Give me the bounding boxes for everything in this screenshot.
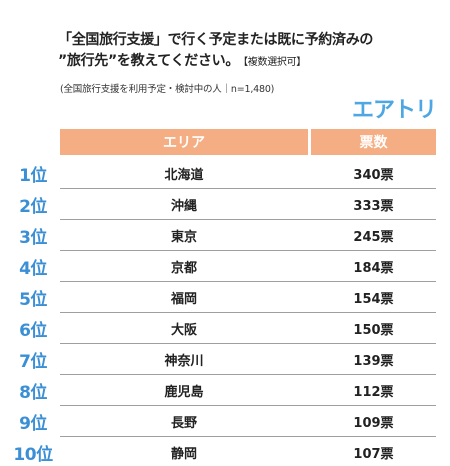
rank-label: 7位 (19, 352, 47, 372)
rank-label: 1位 (19, 166, 47, 186)
area-cell: 鹿児島 (164, 384, 204, 400)
votes-cell: 333票 (353, 198, 394, 214)
table-header: エリア 票数 (60, 129, 436, 155)
votes-cell: 184票 (353, 260, 394, 276)
table-row: 2位 沖縄 333票 (19, 189, 436, 220)
table-row: 6位 大阪 150票 (19, 313, 436, 344)
votes-cell: 150票 (353, 322, 394, 338)
table-row: 1位 北海道 340票 (19, 158, 436, 189)
title-line-1: 「全国旅行支援」で行く予定または既に予約済みの (58, 32, 374, 48)
votes-cell: 139票 (353, 353, 394, 369)
survey-subtitle: (全国旅行支援を利用予定・検討中の人｜n=1,480) (60, 84, 275, 95)
votes-cell: 112票 (353, 384, 394, 400)
rank-label: 8位 (19, 383, 47, 403)
votes-cell: 107票 (353, 446, 394, 462)
area-cell: 神奈川 (164, 353, 204, 369)
votes-cell: 154票 (353, 291, 394, 307)
table-row: 5位 福岡 154票 (19, 282, 436, 313)
table-row: 10位 静岡 107票 (13, 437, 436, 466)
header-votes: 票数 (311, 129, 436, 155)
rank-label: 5位 (19, 290, 47, 310)
table-row: 8位 鹿児島 112票 (19, 375, 436, 406)
area-cell: 長野 (170, 415, 197, 431)
brand-logo: エアトリ (352, 98, 437, 123)
table-row: 4位 京都 184票 (19, 251, 436, 282)
area-cell: 北海道 (164, 167, 204, 183)
rank-label: 6位 (19, 321, 47, 341)
area-cell: 京都 (170, 260, 197, 276)
rank-label: 10位 (13, 445, 53, 465)
table-rows: 1位 北海道 340票 2位 沖縄 333票 3位 東京 245票 4位 京都 … (13, 158, 436, 466)
votes-cell: 109票 (353, 415, 394, 431)
area-cell: 東京 (170, 229, 197, 245)
area-cell: 静岡 (170, 446, 197, 462)
area-cell: 沖縄 (170, 198, 197, 214)
multiple-choice-note: 【複数選択可】 (243, 57, 306, 68)
question-title: 「全国旅行支援」で行く予定または既に予約済みの ”旅行先”を教えてください。 【複… (58, 30, 442, 73)
table-row: 7位 神奈川 139票 (19, 344, 436, 375)
votes-cell: 340票 (353, 167, 394, 183)
rank-label: 2位 (19, 197, 47, 217)
header-area: エリア (60, 129, 308, 155)
table-row: 3位 東京 245票 (19, 220, 436, 251)
rank-label: 3位 (19, 228, 47, 248)
title-line-2: ”旅行先”を教えてください。 【複数選択可】 (58, 51, 442, 73)
table-row: 9位 長野 109票 (19, 406, 436, 437)
votes-cell: 245票 (353, 229, 394, 245)
area-cell: 福岡 (170, 291, 197, 307)
ranking-table: エリア 票数 1位 北海道 340票 2位 沖縄 333票 3位 東京 245票… (13, 129, 436, 465)
title-line-2-text: ”旅行先”を教えてください。 (58, 53, 240, 69)
area-cell: 大阪 (170, 322, 197, 338)
rank-label: 9位 (19, 414, 47, 434)
rank-label: 4位 (19, 259, 47, 279)
